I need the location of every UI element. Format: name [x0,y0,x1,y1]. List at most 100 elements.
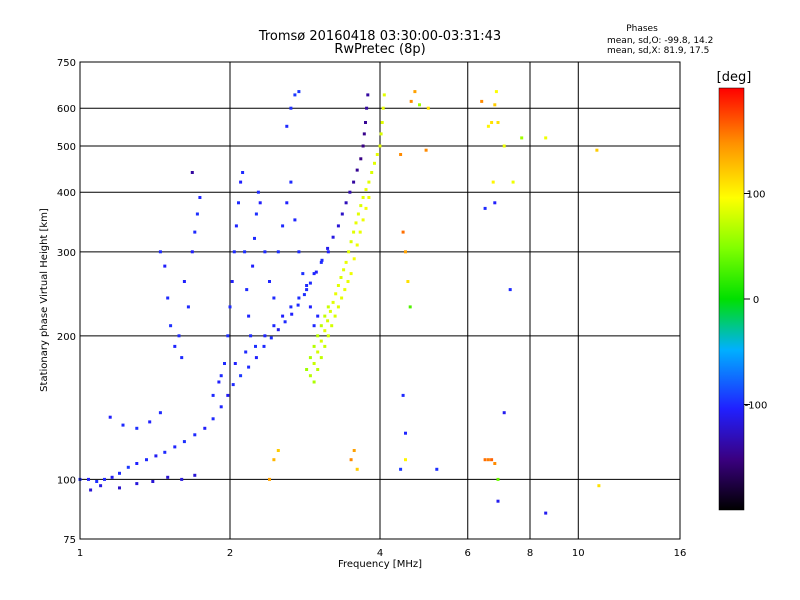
data-point [340,296,344,300]
data-point [361,196,365,199]
data-point [118,486,121,490]
data-point [268,280,271,283]
data-point [99,484,103,488]
data-point [226,334,230,338]
data-point [326,246,330,250]
data-point [186,305,190,309]
data-point [249,334,253,338]
data-point [211,393,215,397]
data-point [343,288,347,292]
data-point [597,484,601,488]
data-point [247,314,251,318]
data-point [258,201,262,205]
data-point [323,344,327,348]
data-point [320,258,324,262]
data-point [244,350,248,354]
axis-ticks: 1 2 4 6 8 10 16 75 100 200 300 400 500 600 750 [57,58,686,559]
data-point [254,356,258,360]
data-point [158,250,162,254]
chart-title: Tromsø 20160418 03:30:00-03:31:43 [258,29,501,44]
data-points [78,90,601,515]
data-point [276,449,280,452]
data-point [193,433,197,437]
data-point [502,144,506,148]
data-point [297,296,301,300]
data-point [348,190,352,194]
data-point [316,368,320,371]
data-point [328,309,332,313]
data-point [173,445,177,449]
data-point [312,324,316,328]
data-point [326,305,330,309]
data-point [281,224,285,228]
data-point [362,132,366,136]
data-point [330,324,334,328]
data-point [289,305,293,309]
data-point [285,201,289,205]
data-point [253,236,256,240]
data-point [352,230,356,234]
data-point [408,305,412,309]
data-point [312,272,316,276]
data-point [243,250,247,254]
data-point [251,264,255,268]
data-point [502,411,506,415]
data-point [135,462,139,465]
data-point [177,334,181,338]
data-point [285,124,289,128]
y-tick-label: 100 [57,475,76,486]
data-point [297,250,301,254]
x-tick-label: 1 [77,548,83,559]
data-point [354,221,358,225]
data-point [319,339,323,343]
data-point [508,288,512,292]
x-tick-label: 6 [465,548,471,559]
data-point [182,440,186,444]
data-point [361,144,365,148]
data-point [289,106,293,110]
data-point [326,334,330,338]
data-point [308,356,312,360]
data-point [169,324,173,328]
data-point [308,281,312,285]
colorbar [718,87,745,511]
data-point [336,305,340,309]
data-point [352,257,356,261]
data-point [347,250,351,254]
data-point [308,374,312,378]
x-tick-label: 8 [527,548,533,559]
data-point [401,230,405,234]
data-point [344,260,348,264]
data-point [349,458,353,462]
data-point [483,206,487,210]
data-point [480,99,484,103]
data-point [326,250,330,254]
x-tick-label: 10 [572,548,585,559]
data-point [404,431,407,435]
data-point [331,300,335,304]
data-point [110,475,114,479]
data-point [305,368,309,371]
data-point [272,324,276,328]
data-point [245,288,249,292]
data-point [496,499,500,503]
data-point [203,426,207,430]
colorbar-label: [deg] [717,70,752,85]
data-point [269,336,273,340]
data-point [293,93,297,97]
data-point [490,458,494,462]
data-point [305,288,309,292]
x-axis-label: Frequency [MHz] [338,559,422,570]
data-point [486,458,490,462]
data-point [239,180,243,184]
data-point [316,314,320,318]
data-point [87,477,90,481]
data-point [366,93,370,97]
data-point [211,417,215,421]
data-point [359,204,363,208]
data-point [135,426,139,430]
data-point [305,284,309,287]
data-point [355,168,359,172]
data-point [367,196,371,199]
data-point [359,157,363,161]
